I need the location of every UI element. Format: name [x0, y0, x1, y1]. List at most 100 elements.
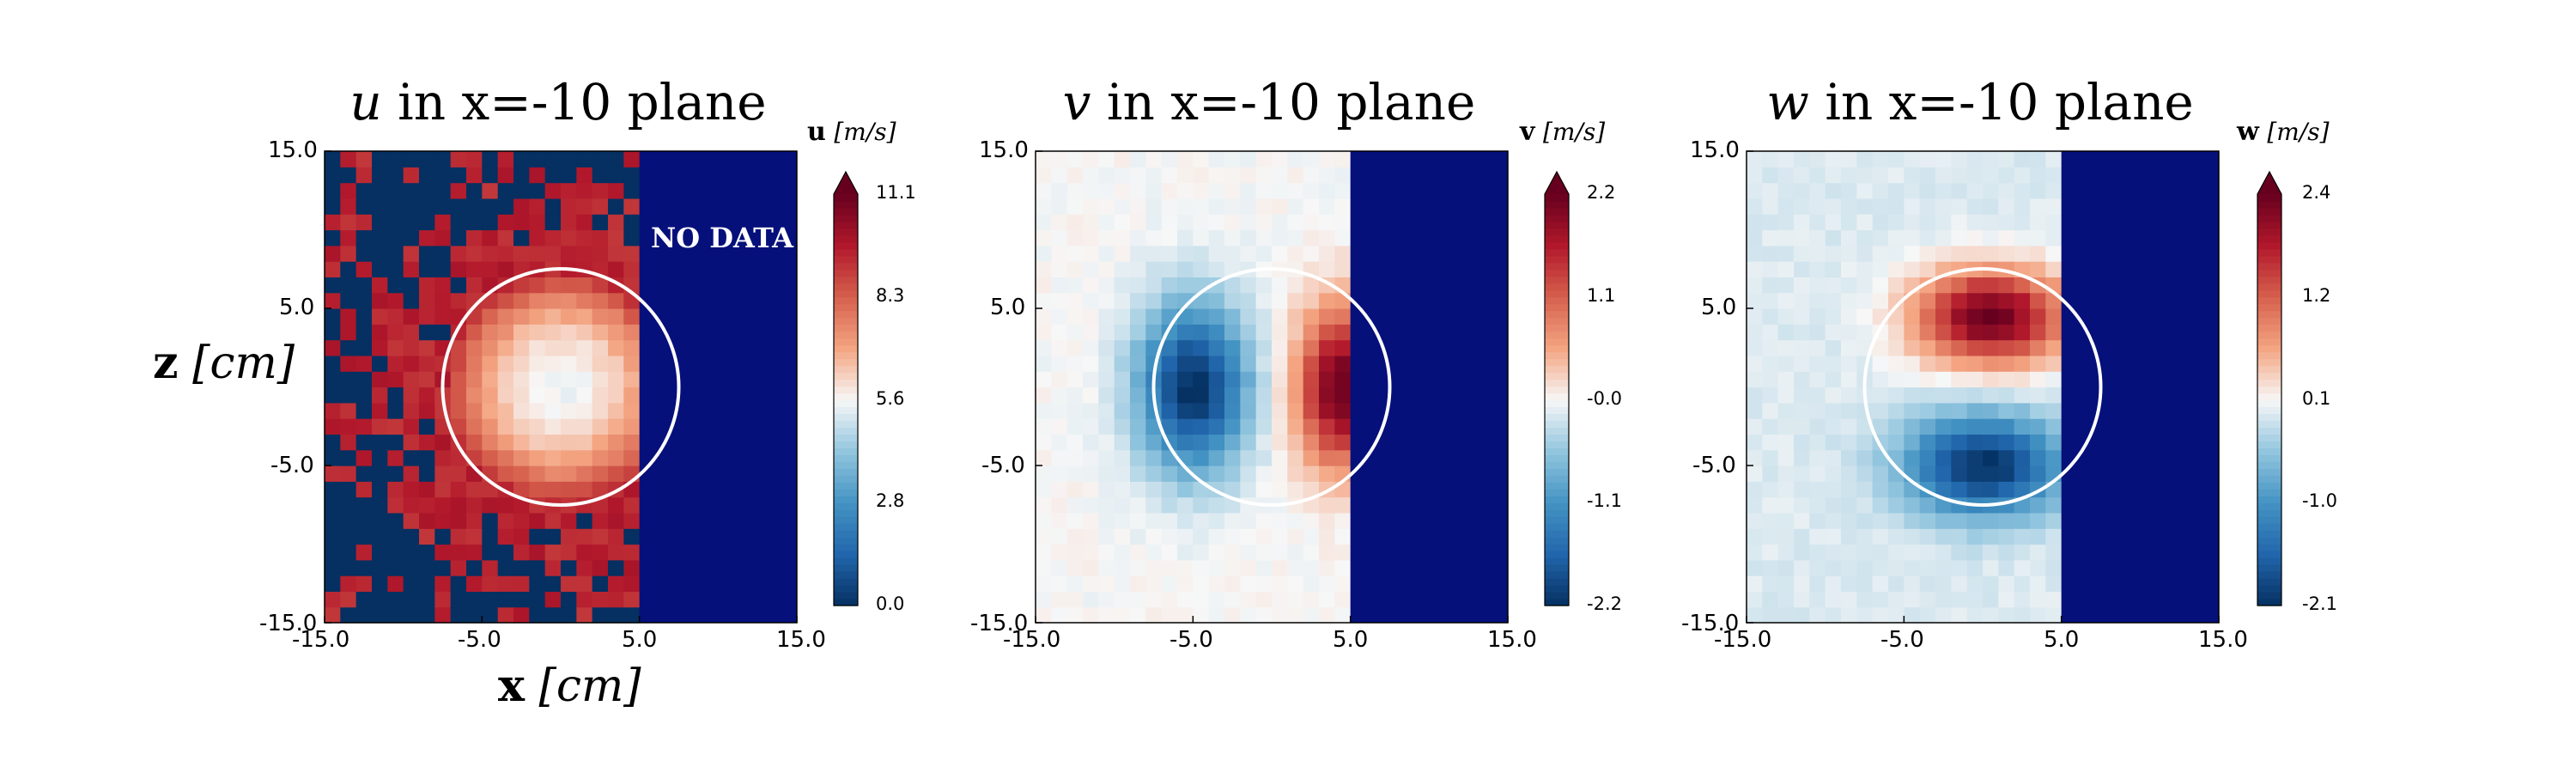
- heatmap-cell: [325, 466, 341, 482]
- heatmap-cell: [1998, 512, 2015, 529]
- heatmap-cell: [1856, 277, 1874, 294]
- panel-title-u: u in x=-10 plane: [349, 73, 767, 131]
- heatmap-cell: [592, 512, 609, 529]
- heatmap-cell: [1145, 151, 1163, 167]
- heatmap-cell: [1762, 292, 1779, 309]
- colorbar-segment: [2257, 221, 2281, 229]
- heatmap-cell: [1966, 386, 1984, 404]
- heatmap-cell: [1919, 198, 1936, 215]
- colorbar-segment: [2257, 413, 2281, 422]
- heatmap-cell: [1319, 371, 1335, 388]
- colorbar-tick: 5.6: [876, 388, 905, 409]
- heatmap-cell: [529, 167, 546, 184]
- heatmap-cell: [1130, 591, 1146, 608]
- heatmap-cell: [1036, 355, 1052, 372]
- heatmap-cell: [325, 512, 341, 529]
- heatmap-cell: [529, 339, 546, 356]
- heatmap-cell: [1794, 324, 1810, 341]
- heatmap-cell: [1983, 512, 1999, 529]
- heatmap-cell: [1872, 339, 1889, 356]
- colorbar-segment: [1545, 399, 1569, 408]
- heatmap-cell: [1130, 402, 1146, 419]
- heatmap-cell: [2030, 198, 2046, 215]
- heatmap-cell: [1303, 544, 1320, 561]
- heatmap-cell: [1966, 434, 1984, 451]
- heatmap-cell: [434, 229, 452, 247]
- heatmap-cell: [372, 229, 388, 247]
- heatmap-cell: [1777, 229, 1795, 247]
- heatmap-cell: [1888, 418, 1905, 435]
- heatmap-cell: [1841, 355, 1857, 372]
- heatmap-cell: [1287, 339, 1304, 356]
- heatmap-cell: [403, 544, 420, 561]
- heatmap-cell: [482, 496, 499, 514]
- heatmap-cell: [1966, 575, 1984, 592]
- heatmap-cell: [529, 371, 546, 388]
- heatmap-cell: [1951, 292, 1968, 309]
- colorbar-segment: [834, 420, 858, 429]
- heatmap-cell: [434, 606, 452, 624]
- heatmap-cell: [1825, 591, 1842, 608]
- heatmap-cell: [1161, 371, 1178, 388]
- heatmap-cell: [1966, 339, 1984, 356]
- heatmap-cell: [482, 355, 499, 372]
- heatmap-cell: [1036, 606, 1052, 624]
- colorbar-segment: [1545, 194, 1569, 202]
- heatmap-cell: [1208, 559, 1225, 576]
- heatmap-cell: [1177, 606, 1194, 624]
- heatmap-cell: [482, 386, 499, 404]
- heatmap-cell: [2014, 512, 2031, 529]
- heatmap-cell: [1066, 528, 1084, 545]
- heatmap-cell: [608, 466, 624, 482]
- colorbar-segment: [834, 564, 858, 572]
- heatmap-cell: [482, 559, 499, 576]
- heatmap-cell: [419, 434, 435, 451]
- heatmap-cell: [623, 339, 641, 356]
- colorbar-segment: [2257, 276, 2281, 284]
- heatmap-cell: [1762, 308, 1779, 325]
- heatmap-cell: [325, 182, 341, 199]
- heatmap-cell: [1809, 434, 1826, 451]
- heatmap-cell: [1794, 308, 1810, 325]
- heatmap-cell: [592, 544, 609, 561]
- colorbar-tick: 8.3: [876, 285, 905, 306]
- heatmap-cell: [1145, 261, 1163, 277]
- colorbar-segment: [1545, 406, 1569, 415]
- heatmap-cell: [1809, 261, 1826, 277]
- heatmap-cell: [1066, 386, 1084, 404]
- heatmap-cell: [1272, 371, 1288, 388]
- heatmap-cell: [1036, 466, 1052, 482]
- heatmap-cell: [1762, 214, 1779, 231]
- heatmap-cell: [1177, 151, 1194, 167]
- heatmap-cell: [623, 591, 641, 608]
- heatmap-cell: [1935, 151, 1952, 167]
- heatmap-cell: [1303, 591, 1320, 608]
- colorbar-segment: [834, 276, 858, 284]
- heatmap-cell: [450, 339, 467, 356]
- heatmap-cell: [544, 371, 562, 388]
- colorbar-segment: [2257, 269, 2281, 277]
- heatmap-cell: [1114, 308, 1131, 325]
- heatmap-cell: [1161, 512, 1178, 529]
- heatmap-cell: [1114, 418, 1131, 435]
- heatmap-cell: [466, 575, 483, 592]
- colorbar-tick: 0.0: [876, 593, 905, 614]
- heatmap-cell: [450, 371, 467, 388]
- heatmap-cell: [1904, 434, 1921, 451]
- heatmap-cell: [1208, 229, 1225, 247]
- heatmap-cell: [1177, 544, 1194, 561]
- heatmap-cell: [1951, 544, 1968, 561]
- heatmap-cell: [513, 528, 530, 545]
- heatmap-cell: [576, 167, 593, 184]
- heatmap-cell: [1114, 277, 1131, 294]
- heatmap-cell: [434, 308, 452, 325]
- heatmap-cell: [1951, 528, 1968, 545]
- heatmap-cell: [1935, 245, 1952, 262]
- heatmap-cell: [372, 151, 388, 167]
- heatmap-cell: [1130, 434, 1146, 451]
- heatmap-cell: [608, 324, 624, 341]
- heatmap-cell: [1951, 559, 1968, 576]
- colorbar-segment: [1545, 475, 1569, 483]
- heatmap-cell: [2045, 434, 2063, 451]
- heatmap-cell: [355, 245, 373, 262]
